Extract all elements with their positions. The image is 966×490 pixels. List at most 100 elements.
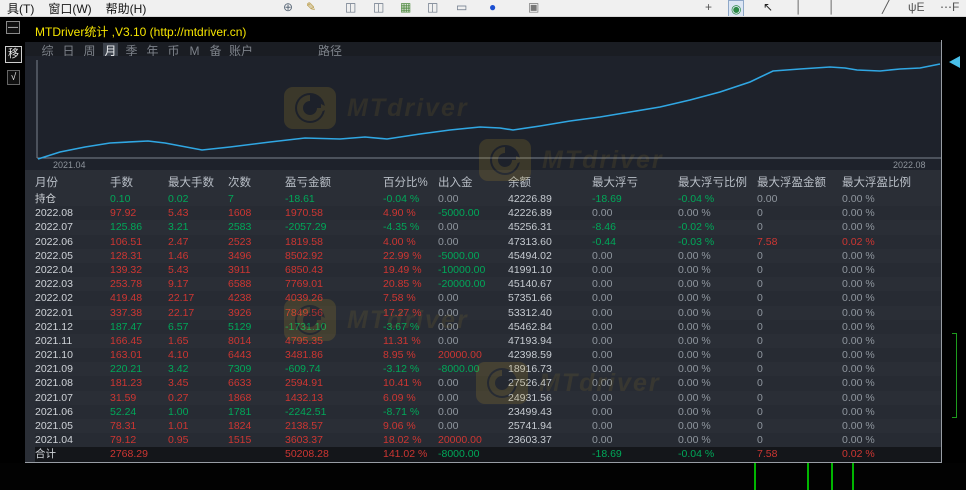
cell: 6.57: [168, 320, 189, 333]
table-row[interactable]: 2022.05 128.31 1.46 3496 8502.92 22.99 % -5000…: [35, 249, 941, 263]
minimize-button[interactable]: —: [6, 21, 20, 34]
cell: 6588: [228, 278, 252, 291]
cell: 4039.26: [285, 292, 323, 305]
table-row[interactable]: 2022.04 139.32 5.43 3911 6850.43 19.49 % -1000…: [35, 262, 941, 278]
title-bar: MTDriver统计 ,V3.10 (http://mtdriver.cn): [25, 20, 941, 40]
cell: 0.00: [592, 278, 613, 291]
tab-日[interactable]: 日: [62, 44, 75, 58]
table-row[interactable]: 2021.07 31.59 0.27 1868 1432.13 6.09 % 0.00 249…: [35, 391, 941, 405]
table-row[interactable]: 2021.06 52.24 1.00 1781 -2242.51 -8.71 % 0.00 2…: [35, 404, 941, 419]
table-row[interactable]: 2021.04 79.12 0.95 1515 3603.37 18.02 % 20000.…: [35, 433, 941, 448]
tab-综[interactable]: 综: [41, 44, 54, 58]
cell: 1.01: [168, 420, 189, 432]
cell: 0.00: [592, 377, 613, 390]
table-row[interactable]: 持仓 0.10 0.02 7 -18.61 -0.04 % 0.00 42226.89 -18.…: [35, 192, 941, 206]
cell: 7309: [228, 363, 252, 376]
table-row[interactable]: 2021.10 163.01 4.10 6443 3481.86 8.95 % 20000.…: [35, 348, 941, 363]
crosshair-icon[interactable]: +: [705, 0, 713, 14]
cell: 11.31 %: [383, 334, 421, 347]
grid-icon[interactable]: ▦: [400, 0, 412, 14]
cell: 22.17: [168, 292, 195, 305]
menu-item[interactable]: 帮助(H): [105, 2, 147, 16]
cell: 0.00: [438, 193, 459, 205]
cell: 0.00 %: [842, 434, 875, 447]
tab-M[interactable]: M: [189, 44, 200, 58]
tab-备[interactable]: 备: [209, 44, 222, 58]
cell: 0: [757, 278, 763, 291]
cursor-icon[interactable]: ↖: [763, 0, 774, 14]
menu-item[interactable]: 具(T): [7, 2, 35, 16]
cell: 0.00 %: [678, 249, 711, 262]
cell: 1824: [228, 420, 252, 432]
cell: 2022.03: [35, 278, 73, 291]
cell: 0.00 %: [842, 278, 875, 291]
cell: 0.00 %: [678, 391, 711, 404]
cell: 0.00: [592, 405, 613, 418]
table-row[interactable]: 2021.05 78.31 1.01 1824 2138.57 9.06 % 0.00 257…: [35, 419, 941, 433]
cell: 0.02 %: [842, 235, 875, 248]
cell: 139.32: [110, 263, 143, 276]
cell: 3.45: [168, 377, 189, 390]
channel-tool-icon[interactable]: ψE: [908, 0, 925, 14]
globe-icon[interactable]: ●: [489, 0, 497, 14]
cell: -0.04 %: [678, 193, 715, 205]
cell: 2594.91: [285, 377, 323, 390]
table-row[interactable]: 2022.01 337.38 22.17 3926 7849.56 17.27 % 0.00…: [35, 306, 941, 320]
cell: 0.00: [592, 207, 613, 220]
table-row[interactable]: 2022.03 253.78 9.17 6588 7769.01 20.85 % -2000…: [35, 277, 941, 291]
hline-tool-icon[interactable]: │: [828, 0, 836, 14]
menu-item[interactable]: 窗口(W): [48, 2, 92, 16]
active-tool-icon[interactable]: ◉: [728, 0, 745, 16]
cell: 3911: [228, 263, 251, 276]
tab-季[interactable]: 季: [125, 44, 138, 58]
edit-icon[interactable]: ✎: [306, 0, 317, 14]
cell: 0.02 %: [842, 448, 875, 461]
table-row[interactable]: 2022.06 106.51 2.47 2523 1819.58 4.00 % 0.00 47…: [35, 234, 941, 249]
tab-周[interactable]: 周: [83, 44, 96, 58]
table-row[interactable]: 2021.08 181.23 3.45 6633 2594.91 10.41 % 0.00 2…: [35, 376, 941, 391]
move-button[interactable]: 移: [5, 46, 22, 63]
cell: 45256.31: [508, 221, 552, 234]
cell: 0.00 %: [678, 306, 711, 319]
cell: 7.58: [757, 448, 778, 461]
cell: 2022.06: [35, 235, 73, 248]
tab-路径[interactable]: 路径: [318, 44, 343, 58]
table-row[interactable]: 2021.12 187.47 6.57 5129 -1731.10 -3.67 % 0.00…: [35, 319, 941, 334]
tile-windows-icon[interactable]: ◫: [345, 0, 357, 14]
column-header: 次数: [228, 177, 251, 189]
tab-币[interactable]: 币: [167, 44, 180, 58]
zoom-in-icon[interactable]: ⊕: [283, 0, 294, 14]
split-window-icon[interactable]: ◫: [427, 0, 439, 14]
column-header: 最大浮亏: [592, 177, 638, 189]
column-header: 出入金: [438, 177, 473, 189]
x-axis-end-label: 2022.08: [893, 160, 926, 170]
cell: 0.00 %: [842, 221, 875, 234]
cell: 0: [757, 434, 763, 447]
column-header: 余额: [508, 177, 531, 189]
vline-tool-icon[interactable]: │: [795, 0, 803, 14]
cell: 0.00 %: [678, 334, 711, 347]
cell: -5000.00: [438, 249, 480, 262]
cell: 0.00: [592, 306, 613, 319]
cascade-windows-icon[interactable]: ◫: [373, 0, 385, 14]
table-row[interactable]: 2021.09 220.21 3.42 7309 -609.74 -3.12 % -8000…: [35, 362, 941, 376]
cell: 2022.05: [35, 249, 73, 262]
window-icon[interactable]: ▭: [456, 0, 468, 14]
table-row[interactable]: 2022.02 419.48 22.17 4238 4039.26 7.58 % 0.00 5…: [35, 291, 941, 306]
green-bar-top: [852, 463, 854, 490]
tab-月[interactable]: 月: [103, 43, 118, 59]
tab-账户[interactable]: 账户: [229, 44, 254, 58]
check-button[interactable]: √: [7, 70, 20, 85]
fibonacci-icon[interactable]: ⋯F: [940, 0, 960, 14]
table-row[interactable]: 2021.11 166.45 1.65 8014 4795.35 11.31 % 0.00 4…: [35, 334, 941, 348]
cell: 2022.08: [35, 207, 73, 220]
tab-年[interactable]: 年: [146, 44, 159, 58]
trendline-icon[interactable]: ╱: [882, 0, 890, 14]
cell: 0: [757, 363, 763, 376]
table-row[interactable]: 2022.07 125.86 3.21 2583 -2057.29 -4.35 % 0.00…: [35, 220, 941, 234]
chart-icon[interactable]: ▣: [528, 0, 540, 14]
cell: 0.00 %: [842, 349, 875, 362]
cell: -0.04 %: [678, 448, 715, 461]
table-row[interactable]: 2022.08 97.92 5.43 1608 1970.58 4.90 % -5000.0…: [35, 206, 941, 221]
cell: 7769.01: [285, 278, 323, 291]
